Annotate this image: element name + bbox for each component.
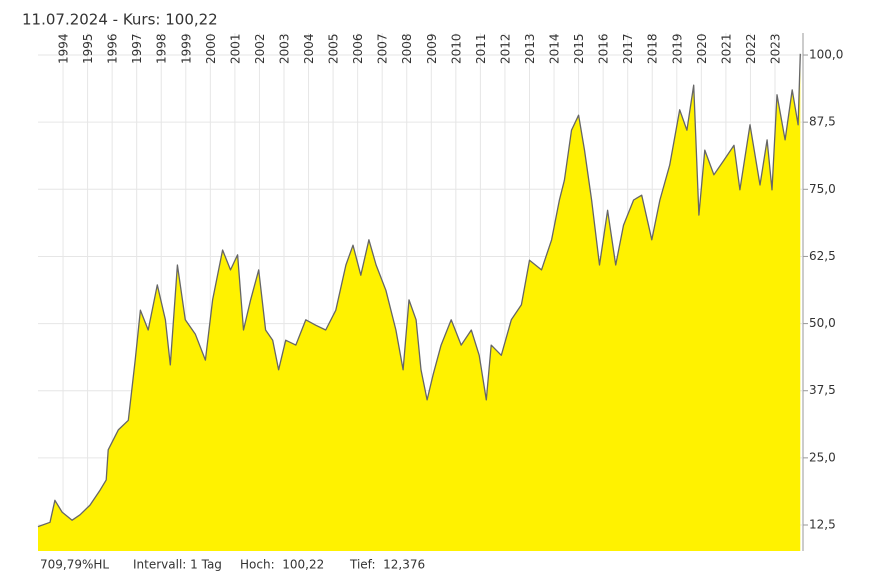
- x-tick-label: 1998: [155, 33, 169, 64]
- x-tick-label: 2023: [768, 33, 782, 64]
- footer-text: Hoch: 100,22: [240, 558, 324, 572]
- footer-text: Tief: 12,376: [349, 558, 425, 572]
- x-tick-label: 2018: [646, 33, 660, 64]
- y-tick-label: 62,5: [809, 249, 836, 263]
- chart-title: 11.07.2024 - Kurs: 100,22: [22, 11, 218, 29]
- x-tick-label: 2007: [376, 33, 390, 64]
- y-tick-label: 25,0: [809, 450, 836, 464]
- x-tick-label: 2009: [425, 33, 439, 64]
- x-tick-label: 2006: [351, 33, 365, 64]
- x-tick-label: 1997: [130, 33, 144, 64]
- y-tick-label: 75,0: [809, 182, 836, 196]
- x-tick-label: 2019: [670, 33, 684, 64]
- x-tick-label: 2003: [277, 33, 291, 64]
- footer-text: Intervall: 1 Tag: [133, 558, 222, 572]
- x-tick-label: 1994: [57, 33, 71, 64]
- x-tick-label: 2022: [744, 33, 758, 64]
- y-tick-label: 87,5: [809, 115, 836, 129]
- x-tick-label: 2021: [719, 33, 733, 64]
- x-tick-label: 2012: [498, 33, 512, 64]
- x-tick-label: 2020: [695, 33, 709, 64]
- line: [37, 53, 801, 528]
- x-tick-label: 1995: [81, 33, 95, 64]
- x-tick-label: 1999: [179, 33, 193, 64]
- x-tick-label: 2011: [474, 33, 488, 64]
- x-tick-label: 2001: [228, 33, 242, 64]
- x-tick-label: 2000: [204, 33, 218, 64]
- x-tick-label: 2014: [548, 33, 562, 64]
- y-tick-label: 100,0: [809, 48, 843, 62]
- x-tick-label: 2010: [449, 33, 463, 64]
- x-tick-label: 2013: [523, 33, 537, 64]
- x-tick-label: 2004: [302, 33, 316, 64]
- x-tick-label: 2002: [253, 33, 267, 64]
- x-tick-label: 2005: [327, 33, 341, 64]
- x-tick-label: 2015: [572, 33, 586, 64]
- x-tick-label: 1996: [106, 33, 120, 64]
- y-tick-label: 50,0: [809, 316, 836, 330]
- x-tick-label: 2008: [400, 33, 414, 64]
- x-tick-label: 2016: [597, 33, 611, 64]
- y-tick-label: 37,5: [809, 383, 836, 397]
- footer-text: 709,79%HL: [40, 558, 109, 572]
- y-tick-label: 12,5: [809, 518, 836, 532]
- area: [38, 53, 801, 552]
- x-tick-label: 2017: [621, 33, 635, 64]
